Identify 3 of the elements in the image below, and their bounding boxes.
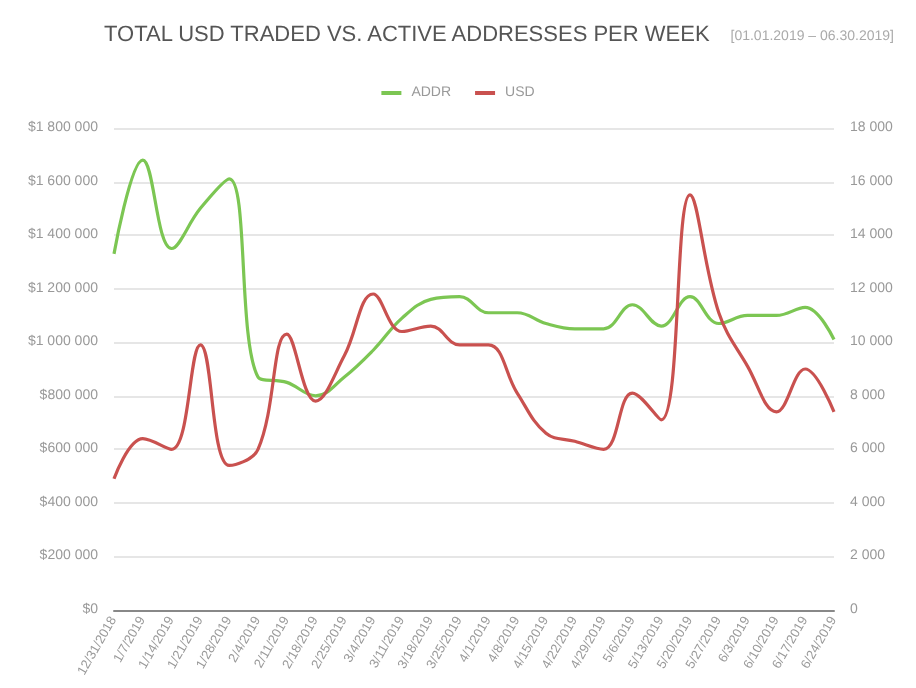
chart-title: TOTAL USD TRADED VS. ACTIVE ADDRESSES PER WEEK — [104, 23, 711, 47]
line-series — [112, 158, 836, 398]
line-series — [112, 193, 836, 481]
